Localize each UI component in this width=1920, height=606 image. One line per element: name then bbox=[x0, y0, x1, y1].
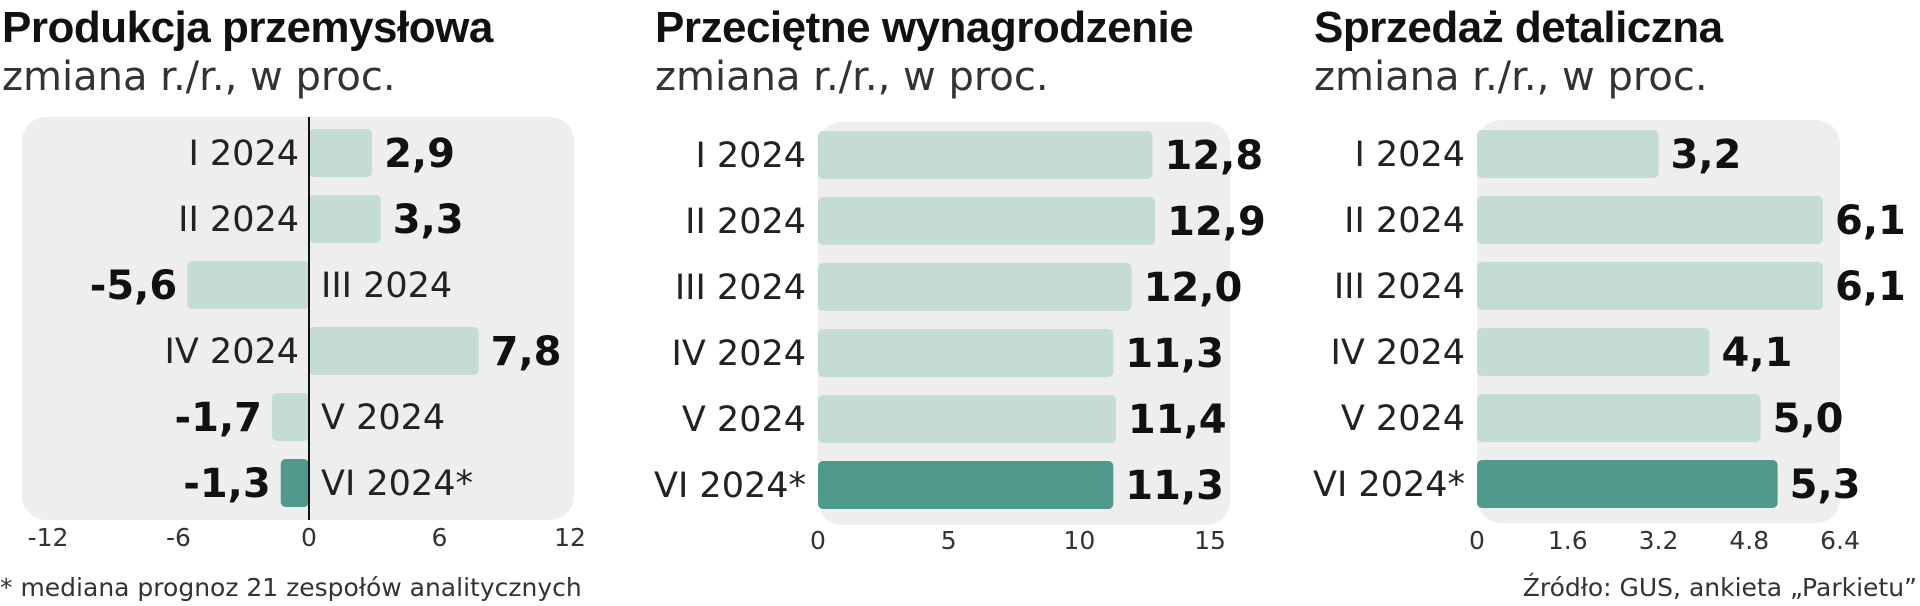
category-label: I 2024 bbox=[1354, 135, 1465, 175]
chart-retail: Sprzedaż detaliczna zmiana r./r., w proc… bbox=[1313, 3, 1906, 555]
bar bbox=[1477, 130, 1659, 178]
category-label: III 2024 bbox=[675, 268, 806, 308]
value-label: -1,7 bbox=[175, 395, 262, 441]
chart-subtitle: zmiana r./r., w proc. bbox=[655, 54, 1049, 100]
x-tick-label: 6.4 bbox=[1820, 526, 1860, 555]
x-tick-label: 15 bbox=[1194, 526, 1226, 555]
bar-group bbox=[818, 131, 1156, 509]
category-label: V 2024 bbox=[682, 400, 806, 440]
label-group: I 2024 12,8 II 2024 12,9 III 2024 12,0 IV 2024… bbox=[654, 133, 1266, 509]
value-label: 6,1 bbox=[1835, 198, 1906, 244]
bar-group bbox=[187, 129, 479, 507]
x-tick-label: 0 bbox=[1469, 526, 1485, 555]
value-label: 5,3 bbox=[1790, 462, 1861, 508]
chart-wages: Przeciętne wynagrodzenie zmiana r./r., w… bbox=[654, 3, 1266, 555]
value-label: -5,6 bbox=[90, 263, 177, 309]
bar bbox=[309, 327, 479, 375]
value-label: 7,8 bbox=[491, 329, 562, 375]
bar bbox=[1477, 394, 1761, 442]
category-label: III 2024 bbox=[1334, 267, 1465, 307]
category-label: I 2024 bbox=[695, 136, 806, 176]
bar bbox=[1477, 460, 1778, 508]
category-label: VI 2024* bbox=[321, 464, 473, 504]
category-label: VI 2024* bbox=[1313, 465, 1465, 505]
bar bbox=[818, 131, 1153, 179]
x-tick-label: 0 bbox=[301, 523, 317, 552]
bar bbox=[818, 329, 1114, 377]
tick-group: 0 5 10 15 bbox=[810, 526, 1226, 555]
value-label: 11,3 bbox=[1125, 463, 1224, 509]
category-label: IV 2024 bbox=[165, 332, 299, 372]
bar bbox=[818, 461, 1114, 509]
value-label: -1,3 bbox=[183, 461, 270, 507]
category-label: II 2024 bbox=[1344, 201, 1465, 241]
x-tick-label: 3.2 bbox=[1639, 526, 1679, 555]
bar bbox=[818, 263, 1132, 311]
tick-group: -12 -6 0 6 12 bbox=[28, 523, 586, 552]
footnote: * mediana prognoz 21 zespołów analityczn… bbox=[0, 573, 582, 602]
bar bbox=[309, 195, 381, 243]
bar bbox=[1477, 262, 1823, 310]
value-label: 6,1 bbox=[1835, 264, 1906, 310]
tick-group: 0 1.6 3.2 4.8 6.4 bbox=[1469, 526, 1860, 555]
x-tick-label: 10 bbox=[1063, 526, 1095, 555]
value-label: 12,9 bbox=[1167, 199, 1266, 245]
value-label: 4,1 bbox=[1722, 330, 1793, 376]
bar bbox=[1477, 196, 1823, 244]
value-label: 12,8 bbox=[1165, 133, 1264, 179]
source-note: Źródło: GUS, ankieta „Parkietu” bbox=[1523, 573, 1917, 602]
chart-panel bbox=[22, 117, 574, 520]
x-tick-label: -6 bbox=[166, 523, 191, 552]
category-label: V 2024 bbox=[321, 398, 445, 438]
value-label: 11,4 bbox=[1128, 397, 1227, 443]
chart-title: Produkcja przemysłowa bbox=[2, 3, 494, 52]
label-group: I 2024 3,2 II 2024 6,1 III 2024 6,1 IV 2024 4,1… bbox=[1313, 132, 1906, 508]
category-label: V 2024 bbox=[1341, 399, 1465, 439]
value-label: 5,0 bbox=[1773, 396, 1844, 442]
x-tick-label: 4.8 bbox=[1729, 526, 1769, 555]
category-label: IV 2024 bbox=[672, 334, 806, 374]
value-label: 2,9 bbox=[384, 131, 455, 177]
value-label: 3,3 bbox=[393, 197, 464, 243]
label-group: I 2024 2,9 II 2024 3,3 III 2024 -5,6 IV 2024 7,… bbox=[90, 131, 562, 507]
category-label: IV 2024 bbox=[1331, 333, 1465, 373]
value-label: 3,2 bbox=[1671, 132, 1742, 178]
x-tick-label: 0 bbox=[810, 526, 826, 555]
bar bbox=[818, 197, 1156, 245]
chart-subtitle: zmiana r./r., w proc. bbox=[1314, 54, 1708, 100]
bar bbox=[309, 129, 373, 177]
x-tick-label: 12 bbox=[554, 523, 586, 552]
category-label: II 2024 bbox=[685, 202, 806, 242]
x-tick-label: 6 bbox=[432, 523, 448, 552]
chart-production: Produkcja przemysłowa zmiana r./r., w pr… bbox=[2, 3, 586, 552]
bar bbox=[818, 395, 1116, 443]
category-label: VI 2024* bbox=[654, 466, 806, 506]
chart-subtitle: zmiana r./r., w proc. bbox=[2, 54, 396, 100]
bar bbox=[1477, 328, 1710, 376]
value-label: 12,0 bbox=[1144, 265, 1243, 311]
category-label: II 2024 bbox=[178, 200, 299, 240]
chart-title: Sprzedaż detaliczna bbox=[1314, 3, 1724, 52]
bar bbox=[272, 393, 309, 441]
value-label: 11,3 bbox=[1125, 331, 1224, 377]
bar bbox=[187, 261, 309, 309]
x-tick-label: -12 bbox=[28, 523, 69, 552]
category-label: I 2024 bbox=[188, 134, 299, 174]
bar-group bbox=[1477, 130, 1823, 508]
bar bbox=[280, 459, 309, 507]
x-tick-label: 1.6 bbox=[1548, 526, 1588, 555]
x-tick-label: 5 bbox=[941, 526, 957, 555]
category-label: III 2024 bbox=[321, 266, 452, 306]
chart-title: Przeciętne wynagrodzenie bbox=[655, 3, 1193, 52]
